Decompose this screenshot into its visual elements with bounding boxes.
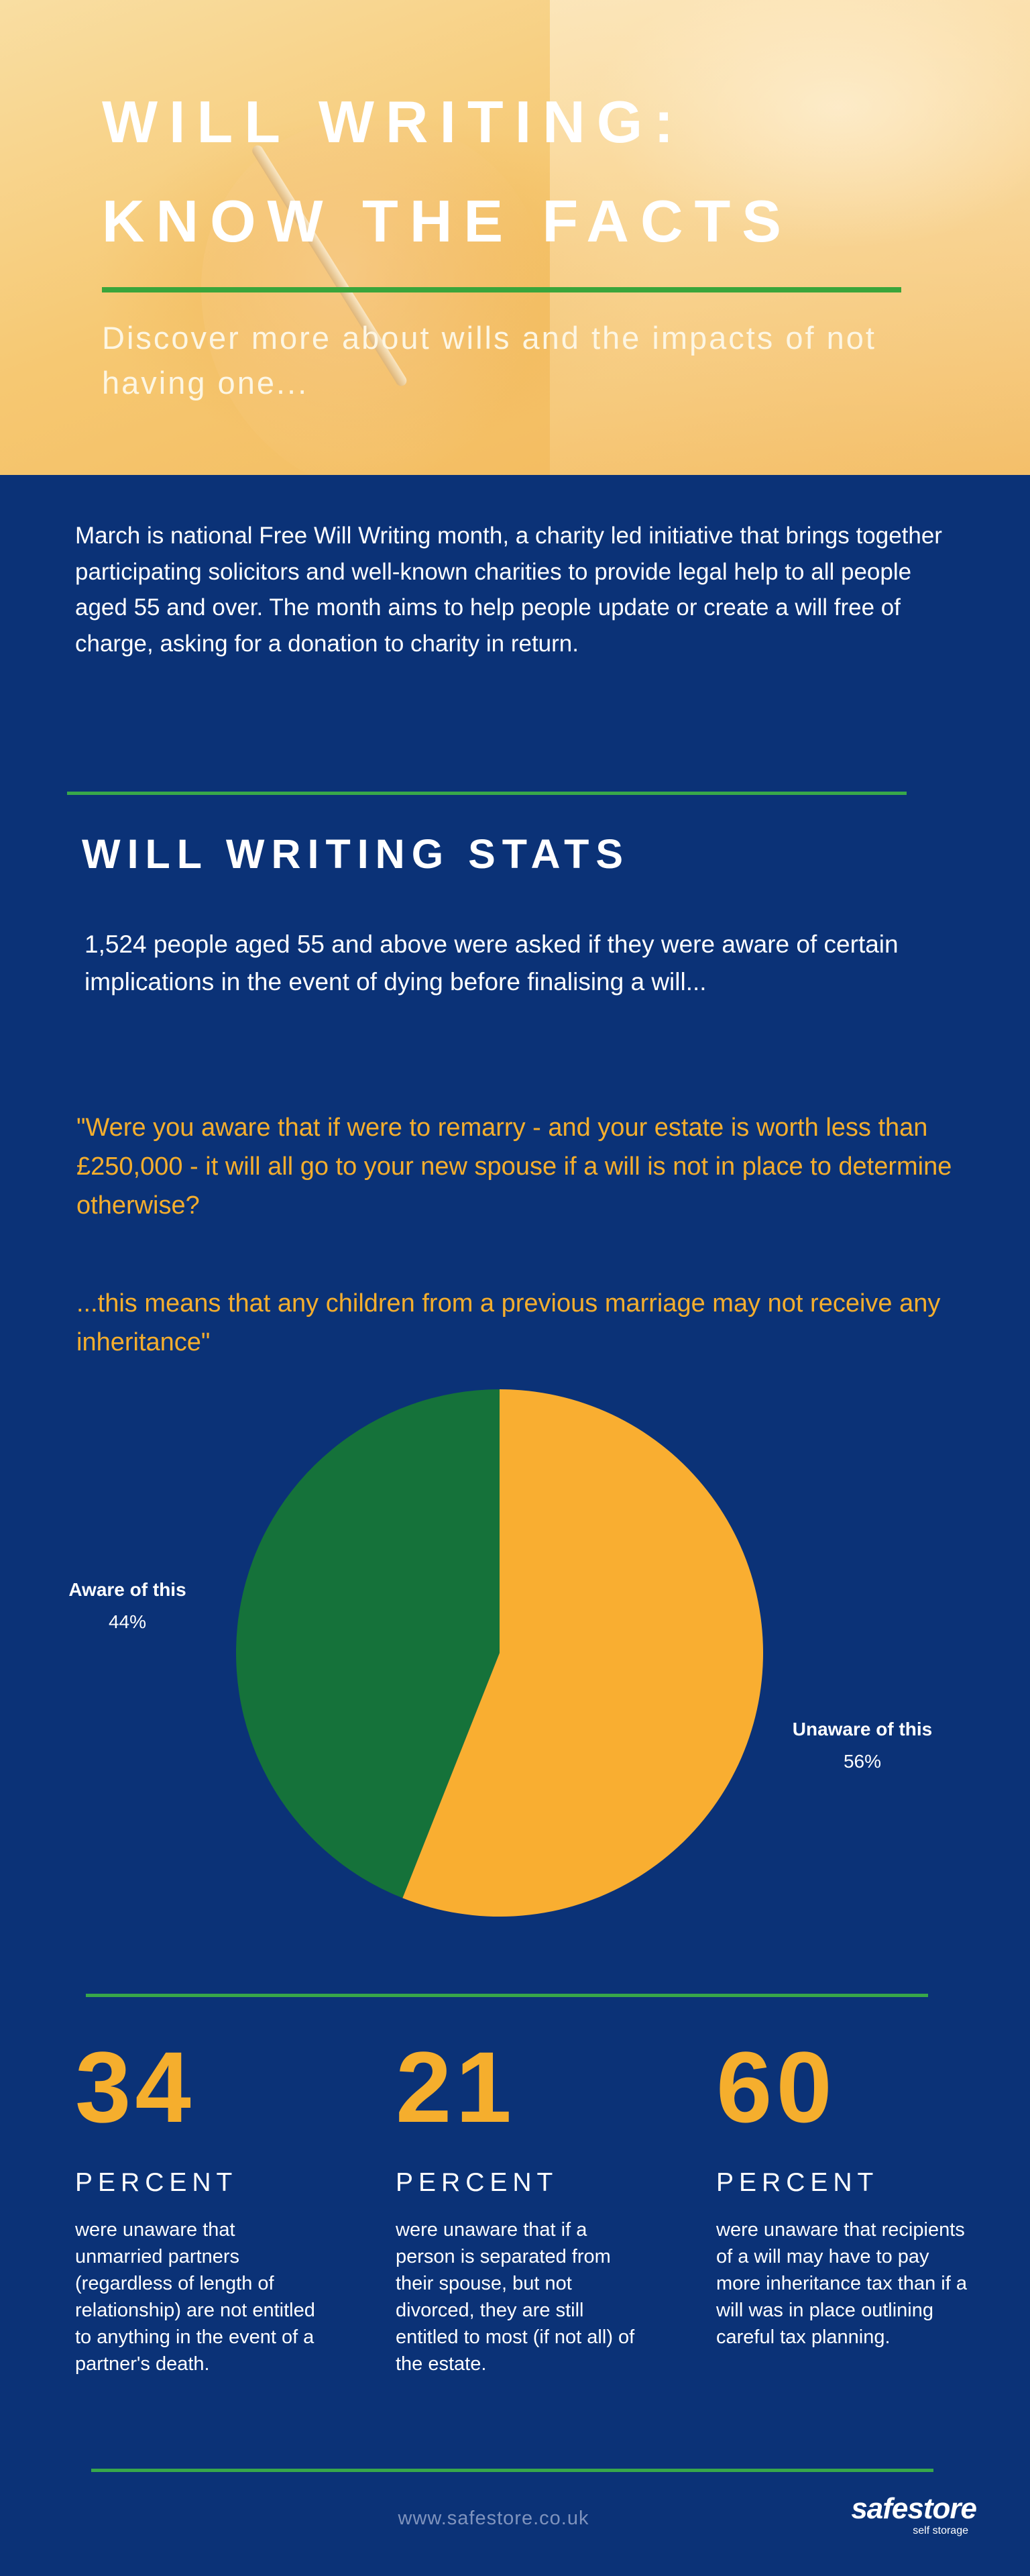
intro-paragraph: March is national Free Will Writing mont… <box>75 523 942 657</box>
section-divider <box>86 1994 928 1997</box>
stat-number: 60 <box>716 2031 836 2143</box>
stat-block: 34 PERCENT were unaware that unmarried p… <box>75 2030 343 2377</box>
survey-question-note: ...this means that any children from a p… <box>76 1289 941 1356</box>
stat-description: were unaware that if a person is separat… <box>396 2219 635 2375</box>
safestore-logo: safestore self storage <box>802 2492 977 2537</box>
stat-unit: PERCENT <box>396 2168 559 2197</box>
page-subtitle: Discover more about wills and the impact… <box>102 320 876 400</box>
stat-block: 60 PERCENT were unaware that recipients … <box>716 2030 984 2351</box>
pie-label-aware-name: Aware of this <box>68 1579 186 1600</box>
pie-label-unaware: Unaware of this 56% <box>768 1713 956 1778</box>
section-divider <box>67 792 907 795</box>
stats-heading: WILL WRITING STATS <box>82 831 630 877</box>
stat-description: were unaware that unmarried partners (re… <box>75 2219 315 2375</box>
section-divider <box>91 2469 933 2472</box>
survey-question: "Were you aware that if were to remarry … <box>76 1114 952 1220</box>
pie-label-aware-value: 44% <box>108 1611 147 1632</box>
stat-unit: PERCENT <box>716 2168 879 2197</box>
pie-slice-aware-of-this <box>235 1389 500 1898</box>
stat-number: 21 <box>396 2031 516 2143</box>
logo-tagline: self storage <box>913 2525 968 2536</box>
page-title: WILL WRITING: KNOW THE FACTS <box>102 72 974 271</box>
title-line-2: KNOW THE FACTS <box>102 188 793 254</box>
pie-slice-unaware-of-this <box>402 1389 763 1917</box>
hero-divider <box>102 287 901 292</box>
pie-chart <box>235 1389 763 1917</box>
stat-unit: PERCENT <box>75 2168 238 2197</box>
stat-description: were unaware that recipients of a will m… <box>716 2219 967 2348</box>
stats-intro: 1,524 people aged 55 and above were aske… <box>84 930 899 996</box>
stat-block: 21 PERCENT were unaware that if a person… <box>396 2030 664 2377</box>
hero-paper-photo <box>550 0 1030 475</box>
pie-label-unaware-value: 56% <box>843 1751 882 1772</box>
hero-banner: WILL WRITING: KNOW THE FACTS Discover mo… <box>0 0 1030 475</box>
footer-url[interactable]: www.safestore.co.uk <box>398 2508 589 2529</box>
stat-number: 34 <box>75 2031 195 2143</box>
logo-wordmark: safestore <box>851 2492 977 2525</box>
hero-hand-photo <box>201 121 550 475</box>
pie-label-unaware-name: Unaware of this <box>792 1719 933 1739</box>
pie-label-aware: Aware of this 44% <box>54 1574 201 1638</box>
title-line-1: WILL WRITING: <box>102 89 685 155</box>
